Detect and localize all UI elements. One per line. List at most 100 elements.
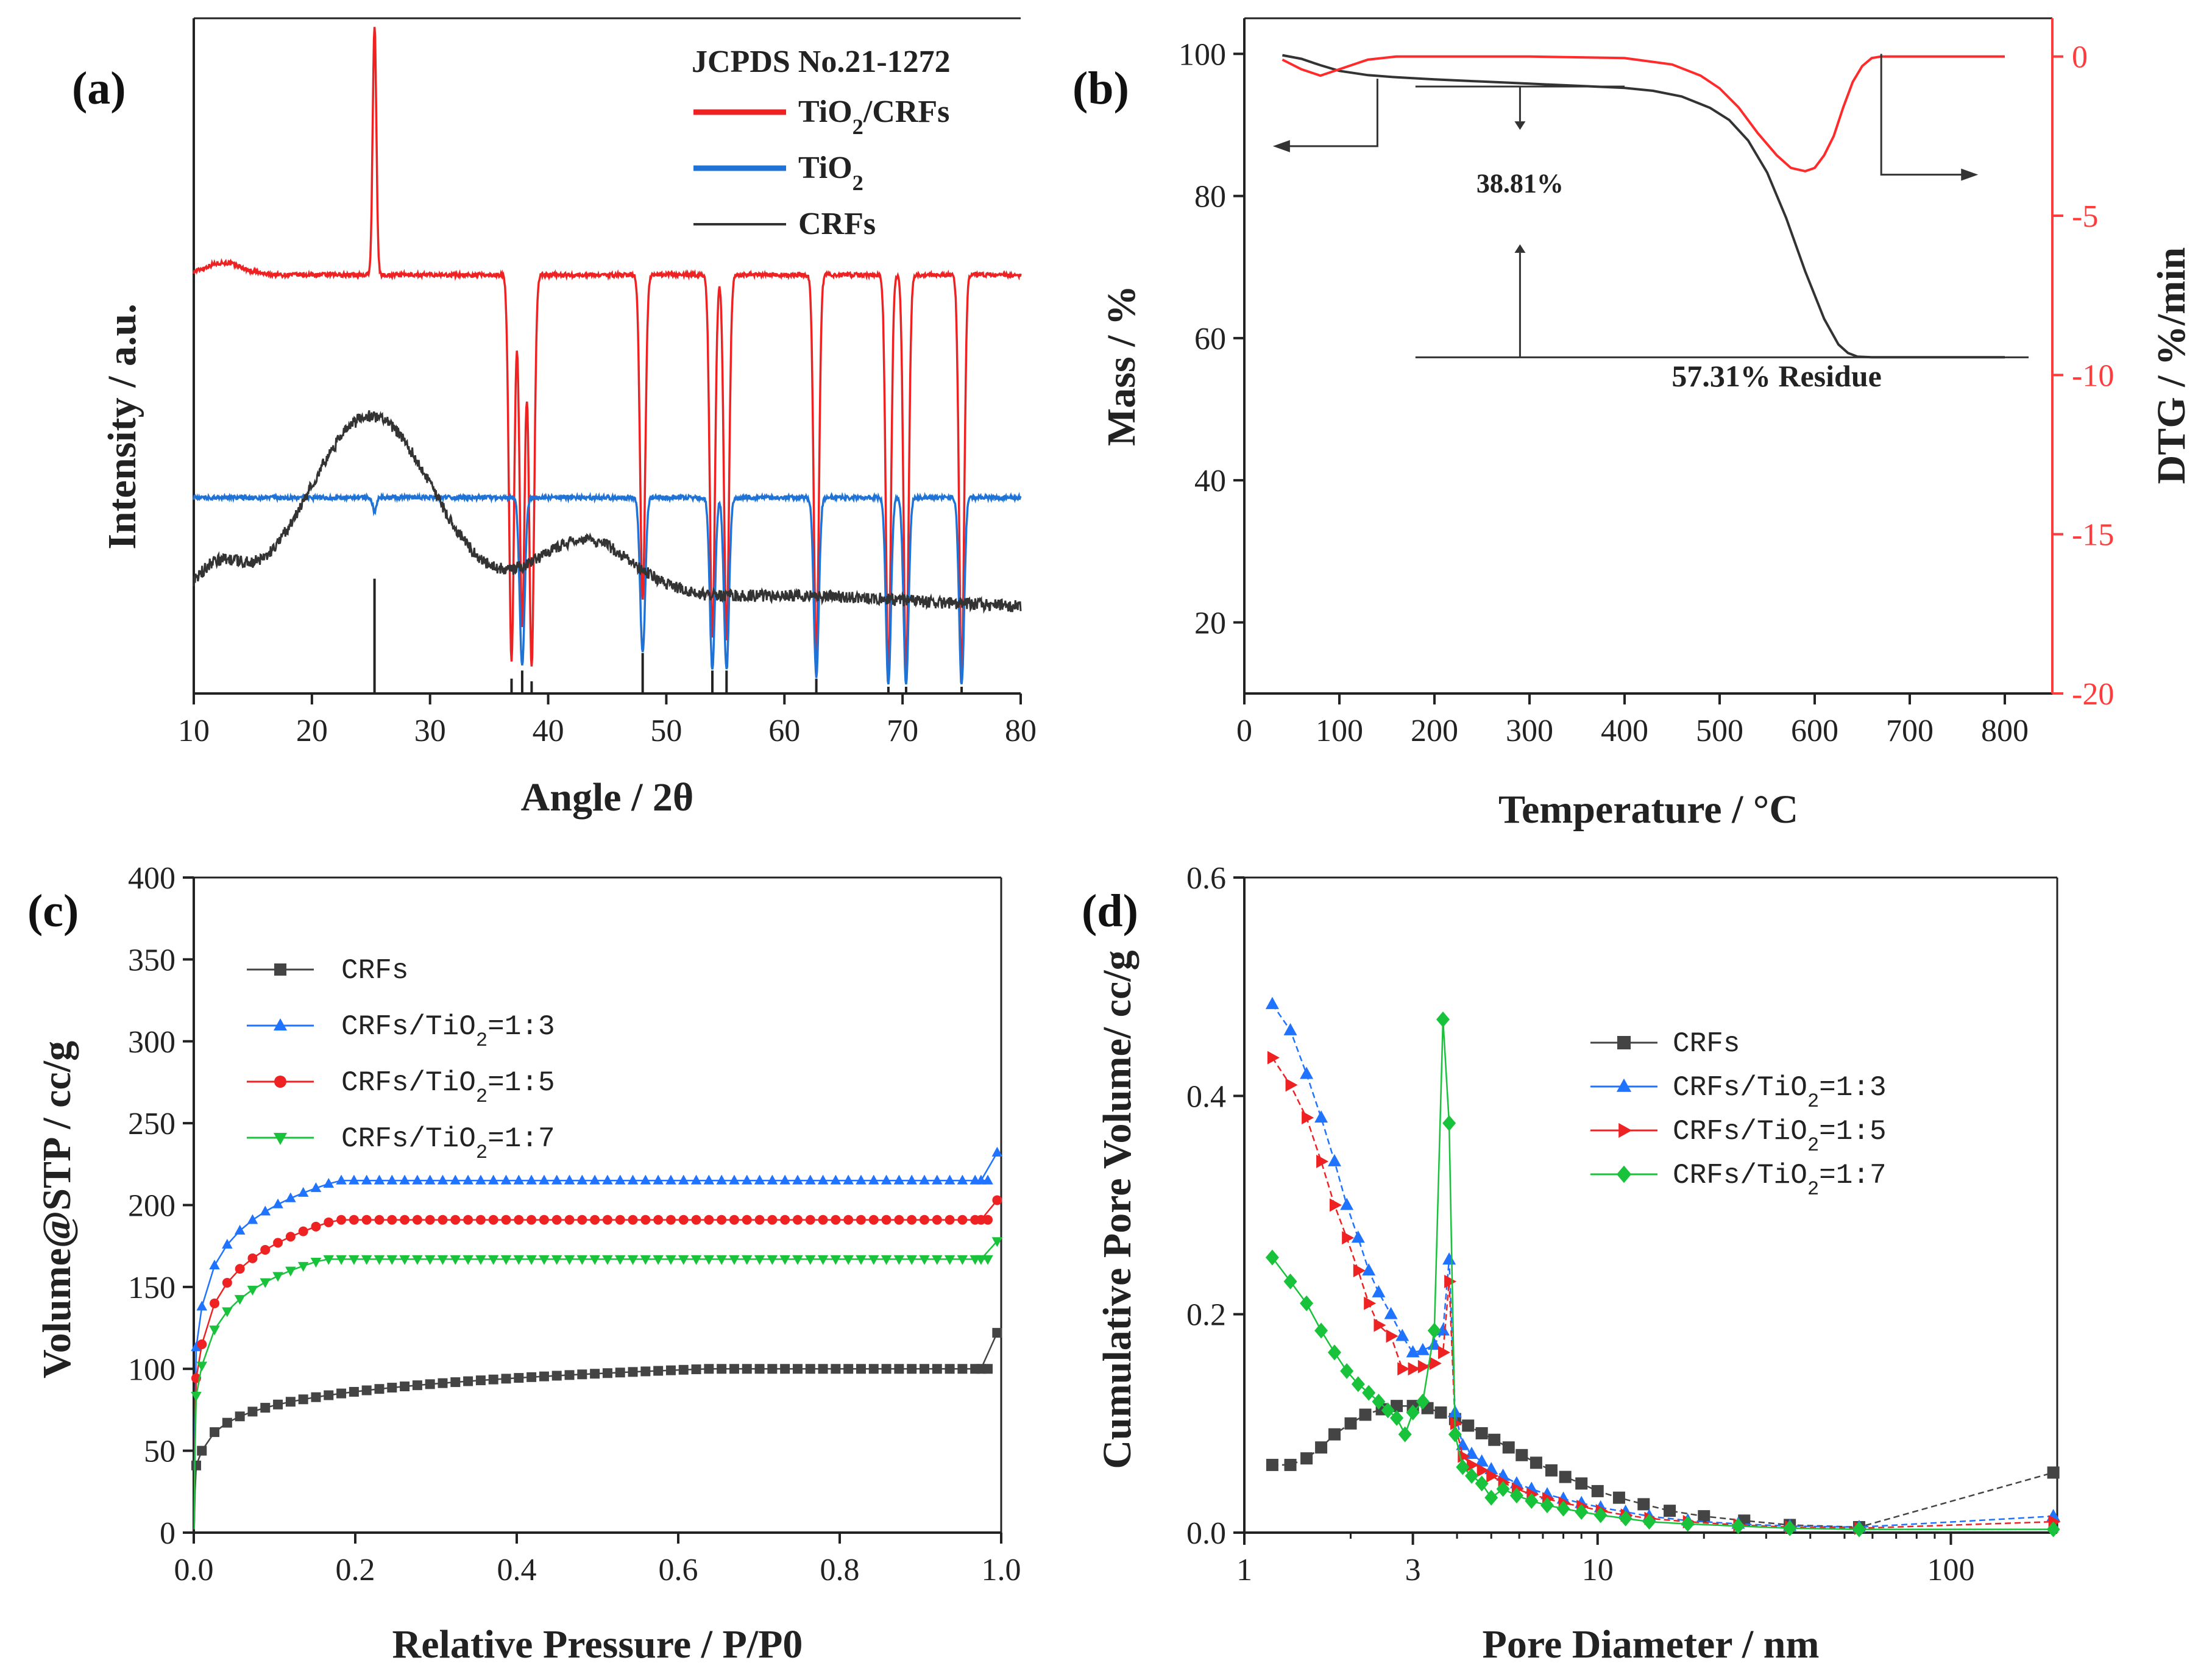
panel-d-data-point — [1462, 1419, 1475, 1432]
panel-b-y-axis-title: Mass / % — [1099, 285, 1144, 446]
panel-d-legend-label: CRFs/TiO2=1:5 — [1673, 1116, 1887, 1157]
panel-c-data-point — [438, 1378, 448, 1388]
panel-a-x-tick-label: 50 — [650, 714, 682, 748]
panel-c-data-point — [818, 1215, 828, 1225]
panel-c-data-point — [957, 1215, 968, 1225]
panel-d-data-point — [1540, 1497, 1554, 1514]
panel-c-data-point — [361, 1215, 372, 1225]
panel-d-data-point — [1340, 1363, 1354, 1379]
panel-c-data-point — [539, 1255, 550, 1265]
panel-b-x-tick-label: 200 — [1411, 714, 1458, 748]
panel-d-series-line — [1272, 1405, 2054, 1528]
panel-d-series-line — [1271, 1004, 2054, 1528]
panel-c-data-point — [310, 1258, 322, 1268]
panel-c-y-tick-label: 400 — [128, 861, 175, 896]
panel-c-data-point — [881, 1255, 892, 1265]
panel-a-x-tick-label: 70 — [887, 714, 918, 748]
panel-c-data-point — [627, 1174, 639, 1185]
panel-c-data-point — [191, 1341, 202, 1352]
panel-c-data-point — [919, 1364, 929, 1374]
panel-d-data-point — [1342, 1231, 1355, 1245]
panel-c-data-point — [843, 1255, 854, 1265]
panel-c-data-point — [425, 1379, 435, 1389]
panel-c-data-point — [564, 1215, 575, 1225]
panel-d-data-point — [1316, 1154, 1329, 1168]
panel-d-data-point — [1284, 1458, 1297, 1471]
panel-a-x-tick-label: 80 — [1005, 714, 1037, 748]
panel-b-x-tick-label: 600 — [1791, 714, 1838, 748]
panel-c-data-point — [931, 1174, 943, 1185]
panel-c-y-tick-label: 100 — [128, 1352, 175, 1387]
panel-c-data-point — [717, 1364, 727, 1374]
panel-c-data-point — [450, 1255, 461, 1265]
panel-c-y-tick-label: 150 — [128, 1271, 175, 1305]
panel-d-legend-label: CRFs — [1673, 1028, 1740, 1060]
panel-c-data-point — [450, 1377, 461, 1388]
panel-d-y-axis-title: Cumulative Pore Volume/ cc/g — [1095, 950, 1140, 1469]
panel-c-data-point — [589, 1174, 600, 1185]
panel-c-data-point — [665, 1215, 676, 1225]
panel-c-legend-label: CRFs/TiO2=1:3 — [341, 1011, 555, 1052]
panel-c-y-axis-title: Volume@STP / cc/g — [35, 1041, 79, 1378]
panel-c-data-point — [831, 1364, 841, 1374]
panel-d-data-point — [1698, 1510, 1710, 1523]
panel-d-data-point — [1381, 1402, 1395, 1419]
panel-d-y-tick-label: 0.6 — [1186, 861, 1226, 896]
panel-c-data-point — [349, 1174, 360, 1185]
panel-d-data-point — [1484, 1489, 1498, 1506]
panel-c-data-point — [678, 1364, 689, 1375]
panel-c-data-point — [272, 1198, 283, 1208]
panel-c-data-point — [191, 1391, 202, 1402]
panel-d-data-point — [1434, 1406, 1447, 1419]
panel-c-data-point — [576, 1255, 588, 1265]
panel-c-data-point — [665, 1365, 676, 1375]
panel-d-legend-marker — [1616, 1165, 1632, 1183]
panel-b-y-tick-label: 20 — [1194, 606, 1226, 640]
panel-c-data-point — [792, 1174, 803, 1185]
panel-c-data-point — [374, 1215, 385, 1225]
panel-a-legend-label: CRFs — [798, 207, 876, 241]
panel-c-data-point — [501, 1215, 511, 1225]
panel-c-data-point — [475, 1174, 486, 1185]
panel-d-data-point — [1386, 1329, 1398, 1343]
panel-c-data-point — [285, 1232, 296, 1242]
panel-c-data-point — [514, 1373, 524, 1383]
panel-c-data-point — [716, 1174, 727, 1185]
panel-d-data-point — [1372, 1394, 1386, 1410]
panel-c-data-point — [932, 1364, 942, 1374]
panel-c-data-point — [665, 1174, 676, 1185]
panel-c-data-point — [399, 1174, 410, 1185]
panel-c-data-point — [976, 1174, 987, 1185]
panel-d-data-point — [1300, 1066, 1314, 1079]
panel-c-data-point — [387, 1383, 397, 1393]
panel-d-data-point — [1488, 1433, 1501, 1446]
panel-c-x-tick-label: 0.6 — [659, 1553, 698, 1587]
panel-d-data-point — [1436, 1011, 1450, 1027]
panel-d-data-point — [1852, 1521, 1866, 1537]
panel-c-data-point — [792, 1364, 803, 1374]
panel-c-data-point — [513, 1255, 525, 1265]
panel-c-data-point — [792, 1215, 803, 1225]
panel-c-y-tick-label: 0 — [160, 1516, 175, 1551]
panel-c-data-point — [831, 1215, 841, 1225]
panel-d-legend-marker — [1617, 1036, 1631, 1049]
panel-c-data-point — [868, 1255, 879, 1265]
panel-c-data-point — [678, 1215, 689, 1225]
panel-d-x-axis-title: Pore Diameter / nm — [1483, 1622, 1820, 1667]
panel-c-data-point — [374, 1255, 385, 1265]
panel-d-data-point — [1575, 1477, 1588, 1490]
panel-c-data-point — [298, 1394, 308, 1405]
panel-b-y-tick-label: 100 — [1179, 37, 1226, 72]
panel-d-data-point — [1530, 1456, 1542, 1469]
panel-c-data-point — [564, 1255, 575, 1265]
panel-d-data-point — [1556, 1500, 1570, 1517]
panel-c-data-point — [614, 1174, 626, 1185]
panel-d-data-point — [1364, 1296, 1377, 1310]
panel-d-data-point — [1475, 1454, 1489, 1467]
panel-b-arrowhead-left — [1272, 140, 1290, 152]
panel-c-data-point — [690, 1174, 702, 1185]
panel-c-data-point — [526, 1372, 537, 1382]
panel-c-data-point — [678, 1174, 689, 1185]
panel-c-data-point — [285, 1192, 296, 1202]
panel-c-data-point — [944, 1255, 955, 1265]
